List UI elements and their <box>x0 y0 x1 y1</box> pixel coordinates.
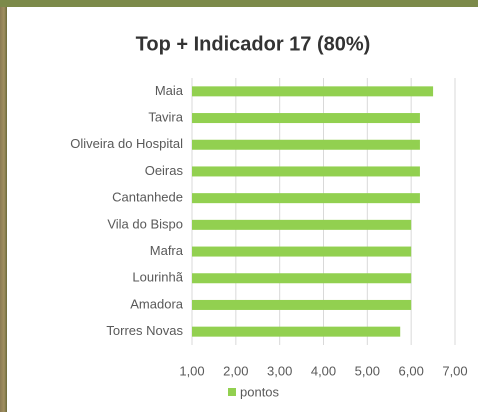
y-tick-label: Maia <box>155 83 184 98</box>
bar <box>192 326 401 337</box>
x-tick-label: 7,00 <box>442 363 467 378</box>
y-tick-label: Cantanhede <box>112 190 183 205</box>
bar <box>192 113 420 124</box>
x-tick-label: 2,00 <box>223 363 248 378</box>
y-tick-label: Tavira <box>148 109 183 124</box>
bar <box>192 86 434 97</box>
bar <box>192 219 412 230</box>
y-tick-label: Oliveira do Hospital <box>70 136 183 151</box>
y-tick-label: Mafra <box>150 243 184 258</box>
bar <box>192 246 412 257</box>
y-tick-label: Amadora <box>130 296 184 311</box>
legend-label: pontos <box>240 384 280 399</box>
chart-panel <box>7 7 478 412</box>
y-tick-label: Lourinhã <box>132 270 183 285</box>
x-tick-label: 3,00 <box>267 363 292 378</box>
bar <box>192 299 412 310</box>
x-tick-label: 5,00 <box>355 363 380 378</box>
legend-swatch <box>228 388 236 396</box>
chart-title: Top + Indicador 17 (80%) <box>136 33 371 55</box>
x-tick-label: 6,00 <box>399 363 424 378</box>
y-tick-label: Oeiras <box>145 163 184 178</box>
bar <box>192 139 420 150</box>
x-tick-label: 4,00 <box>311 363 336 378</box>
y-tick-label: Vila do Bispo <box>107 216 183 231</box>
bar <box>192 193 420 204</box>
x-tick-label: 1,00 <box>179 363 204 378</box>
bar <box>192 273 412 284</box>
y-tick-label: Torres Novas <box>106 323 183 338</box>
background-photo <box>0 0 478 7</box>
bar <box>192 166 420 177</box>
